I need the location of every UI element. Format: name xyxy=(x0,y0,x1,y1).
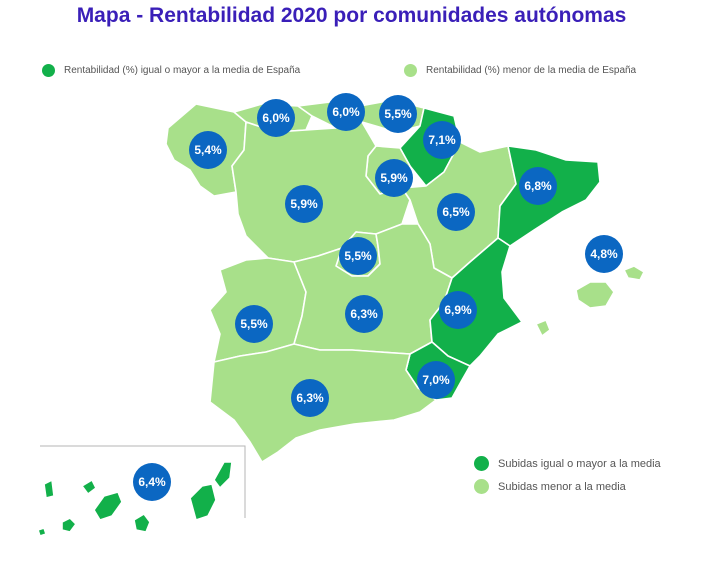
legend-rise-low: Subidas menor a la media xyxy=(474,479,626,494)
value-badge-castilla-y-leon-label: 5,9% xyxy=(290,197,318,211)
value-badge-la-rioja: 5,9% xyxy=(375,159,413,197)
region-canarias xyxy=(37,461,233,537)
value-badge-galicia-circle xyxy=(189,131,227,169)
value-badge-asturias-circle xyxy=(257,99,295,137)
value-badge-cantabria-label: 6,0% xyxy=(332,105,360,119)
legend-low-swatch xyxy=(404,64,417,77)
value-badge-navarra-label: 7,1% xyxy=(428,133,456,147)
legend-rise-high-swatch xyxy=(474,456,489,471)
canarias-inset-frame xyxy=(40,445,246,518)
value-badge-canarias: 6,4% xyxy=(133,463,171,501)
value-badge-navarra: 7,1% xyxy=(423,121,461,159)
legend-high-label: Rentabilidad (%) igual o mayor a la medi… xyxy=(64,65,301,76)
value-badge-aragon: 6,5% xyxy=(437,193,475,231)
value-badge-castilla-la-mancha-label: 6,3% xyxy=(350,307,378,321)
region-baleares xyxy=(535,265,645,337)
legend-rise-high: Subidas igual o mayor a la media xyxy=(474,456,661,471)
value-badge-murcia-circle xyxy=(417,361,455,399)
region-canarias-shape-3 xyxy=(81,479,97,495)
value-badge-navarra-circle xyxy=(423,121,461,159)
value-badge-madrid-circle xyxy=(339,237,377,275)
map-title: Mapa - Rentabilidad 2020 por comunidades… xyxy=(76,4,627,27)
legend-high-swatch xyxy=(42,64,55,77)
region-canarias-shape-1 xyxy=(43,479,55,499)
value-badge-la-rioja-label: 5,9% xyxy=(380,171,408,185)
value-badge-aragon-circle xyxy=(437,193,475,231)
value-badge-valencia-label: 6,9% xyxy=(444,303,472,317)
region-canarias-shape-7 xyxy=(213,461,233,489)
region-baleares-shape-1 xyxy=(575,281,615,309)
value-badge-asturias: 6,0% xyxy=(257,99,295,137)
legend-high: Rentabilidad (%) igual o mayor a la medi… xyxy=(42,64,300,77)
value-badge-aragon-label: 6,5% xyxy=(442,205,470,219)
region-baleares-shape-2 xyxy=(623,265,645,281)
legend-rise-low-swatch xyxy=(474,479,489,494)
region-baleares-shape-3 xyxy=(535,319,551,337)
value-badge-valencia: 6,9% xyxy=(439,291,477,329)
value-badge-extremadura: 5,5% xyxy=(235,305,273,343)
value-badge-extremadura-label: 5,5% xyxy=(240,317,268,331)
value-badge-la-rioja-circle xyxy=(375,159,413,197)
value-badge-extremadura-circle xyxy=(235,305,273,343)
legend-low: Rentabilidad (%) menor de la media de Es… xyxy=(404,64,636,77)
region-canarias-shape-4 xyxy=(93,491,123,521)
value-badge-baleares-circle xyxy=(585,235,623,273)
value-badge-canarias-label: 6,4% xyxy=(138,475,166,489)
value-badge-madrid: 5,5% xyxy=(339,237,377,275)
value-badge-castilla-la-mancha-circle xyxy=(345,295,383,333)
value-badge-cataluna: 6,8% xyxy=(519,167,557,205)
value-badge-cataluna-circle xyxy=(519,167,557,205)
legend-rise-high-label: Subidas igual o mayor a la media xyxy=(498,457,661,470)
value-badge-galicia-label: 5,4% xyxy=(194,143,222,157)
value-badge-asturias-label: 6,0% xyxy=(262,111,290,125)
value-badge-cataluna-label: 6,8% xyxy=(524,179,552,193)
legend-rise-low-label: Subidas menor a la media xyxy=(498,480,626,493)
region-canarias-shape-5 xyxy=(133,513,151,533)
value-badge-castilla-la-mancha: 6,3% xyxy=(345,295,383,333)
value-badge-andalucia: 6,3% xyxy=(291,379,329,417)
value-badge-castilla-y-leon: 5,9% xyxy=(285,185,323,223)
value-badge-galicia: 5,4% xyxy=(189,131,227,169)
value-badge-cantabria-circle xyxy=(327,93,365,131)
region-canarias-shape-6 xyxy=(189,483,217,521)
value-badge-pais-vasco-label: 5,5% xyxy=(384,107,412,121)
value-badge-pais-vasco-circle xyxy=(379,95,417,133)
value-badge-murcia-label: 7,0% xyxy=(422,373,450,387)
value-badge-castilla-y-leon-circle xyxy=(285,185,323,223)
value-badge-andalucia-label: 6,3% xyxy=(296,391,324,405)
value-badge-baleares: 4,8% xyxy=(585,235,623,273)
value-badge-murcia: 7,0% xyxy=(417,361,455,399)
legend-low-label: Rentabilidad (%) menor de la media de Es… xyxy=(426,65,637,76)
value-badge-baleares-label: 4,8% xyxy=(590,247,618,261)
value-badge-pais-vasco: 5,5% xyxy=(379,95,417,133)
value-badge-valencia-circle xyxy=(439,291,477,329)
region-canarias-shape-2 xyxy=(61,517,77,533)
value-badge-andalucia-circle xyxy=(291,379,329,417)
region-canarias-shape-8 xyxy=(37,527,47,537)
value-badge-cantabria: 6,0% xyxy=(327,93,365,131)
value-badge-canarias-circle xyxy=(133,463,171,501)
value-badge-madrid-label: 5,5% xyxy=(344,249,372,263)
